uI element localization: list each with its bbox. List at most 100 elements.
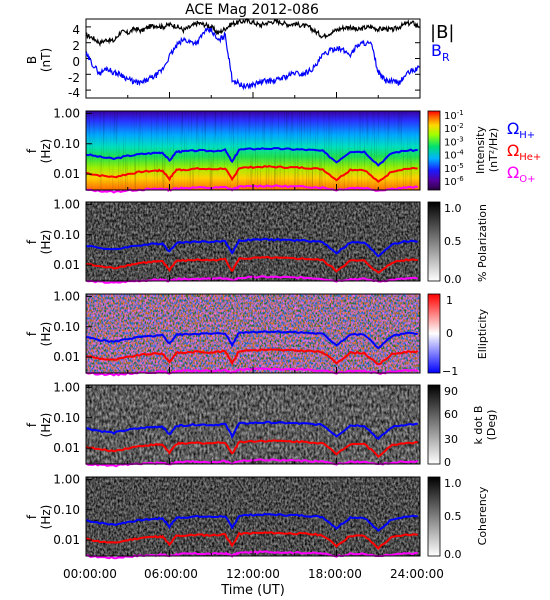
ellipticity-cb-tick-top: 1	[446, 294, 453, 307]
intensity-cb-tick-2: 10-3	[444, 135, 464, 148]
polarization-cb-tick-mid: 0.5	[444, 235, 462, 248]
kdotb-cb-tick-30: 30	[444, 433, 458, 446]
f-tick-label-2-0: 1.00	[53, 197, 80, 211]
kdotb-cb-tick-60: 60	[444, 408, 458, 421]
f-tick-label-1-1: 0.10	[53, 137, 80, 151]
kdotb-cb-tick-0: 0	[444, 456, 451, 469]
f-ylabel-bottom-3: (Hz)	[39, 322, 53, 347]
x-tick-label-1: 06:00:00	[144, 567, 198, 581]
ellipticity-cb-tick-mid: 0	[446, 327, 453, 340]
gyro-line-he-plus	[85, 439, 418, 459]
legend-omega-h-sub: H+	[519, 130, 535, 141]
f-tick-label-5-2: 0.01	[53, 533, 80, 547]
colorbar-kdotb	[427, 384, 441, 465]
intensity-cb-tick-1: 10-2	[444, 122, 464, 135]
coherency-colorbar-label: Coherency	[476, 486, 489, 545]
kdotb-gyro-lines	[85, 420, 419, 468]
f-tick-label-5-1: 0.10	[53, 503, 80, 517]
gyro-line-he-plus	[85, 255, 418, 274]
intensity-colorbar-units: (nT²/Hz)	[487, 128, 500, 172]
f-ylabel-top-5: f	[25, 514, 39, 519]
x-tick-label-4: 24:00:00	[390, 567, 444, 581]
kdotb-cb-tick-90: 90	[444, 385, 458, 398]
gyro-line-he-plus	[85, 531, 418, 550]
x-tick-label-3: 18:00:00	[308, 567, 362, 581]
panel-magnetic-field: B (nT) 4 2 0 -2 -4 |B| BR	[25, 17, 454, 100]
intensity-colorbar-label: Intensity	[474, 126, 487, 174]
gyro-line-o-plus	[85, 458, 419, 468]
intensity-cb-tick-exp-1: -2	[457, 122, 464, 130]
b-ylabel-bottom: (nT)	[39, 48, 53, 72]
intensity-cb-tick-base-4: 10	[444, 164, 457, 175]
b-ylabel-top: B	[25, 56, 39, 64]
b-y-tick-m4: -4	[68, 86, 80, 100]
f-tick-label-4-0: 1.00	[53, 380, 80, 394]
b-y-tick-m2: -2	[68, 71, 80, 85]
legend-b-radial: BR	[431, 41, 450, 64]
f-tick-label-2-2: 0.01	[53, 258, 80, 272]
intensity-cb-tick-4: 10-5	[444, 162, 464, 175]
ellipticity-cb-tick-bottom: −1	[442, 365, 458, 378]
x-tick-label-0: 00:00:00	[63, 567, 117, 581]
legend-b-radial-sub: R	[442, 51, 450, 64]
polarization-cb-tick-bottom: 0.0	[444, 273, 462, 286]
panel-k-dot-b: 90 60 30 0 k dot B (Deg)	[85, 384, 498, 469]
colorbar-intensity-ticks: 10-110-210-310-410-510-6	[444, 109, 464, 188]
intensity-cb-tick-base-1: 10	[444, 124, 457, 135]
legend-omega-he-sub: He+	[519, 152, 541, 163]
panel-intensity: 10-110-210-310-410-510-6 Intensity (nT²/…	[85, 109, 541, 194]
b-y-tick-2: 2	[72, 39, 80, 53]
gyro-line-h-plus	[85, 237, 418, 258]
gyro-line-h-plus	[85, 330, 418, 350]
legend-omega-h: ΩH+	[507, 119, 535, 141]
legend-b-total: |B|	[430, 22, 454, 43]
intensity-cb-tick-base-2: 10	[444, 137, 457, 148]
f-ylabel-top-2: f	[25, 239, 39, 244]
f-ylabel-top-1: f	[25, 148, 39, 153]
intensity-cb-tick-base-3: 10	[444, 151, 457, 162]
legend-omega-o: ΩO+	[507, 163, 535, 185]
f-ylabel-top-3: f	[25, 331, 39, 336]
colorbar-coherency	[427, 476, 441, 557]
b-y-tick-4: 4	[72, 23, 80, 37]
f-ylabel-bottom-2: (Hz)	[39, 230, 53, 255]
intensity-cb-tick-base-5: 10	[444, 177, 457, 188]
kdotb-spectrogram	[86, 385, 420, 464]
gyro-line-he-plus	[85, 165, 418, 184]
gyro-line-h-plus	[86, 420, 418, 441]
panel-coherency: 1.0 0.5 0.0 Coherency	[85, 476, 489, 561]
kdotb-colorbar-units: (Deg)	[485, 410, 498, 441]
b-y-ticks	[86, 26, 420, 91]
colorbar-polarization	[427, 201, 441, 282]
intensity-cb-tick-3: 10-4	[444, 149, 464, 162]
time-axis: 00:00:00 06:00:00 12:00:00 18:00:00 24:0…	[63, 92, 444, 598]
b-y-tick-0: 0	[72, 55, 80, 69]
f-tick-label-1-0: 1.00	[53, 106, 80, 120]
f-tick-label-4-2: 0.01	[53, 441, 80, 455]
intensity-cb-tick-exp-3: -4	[457, 149, 465, 157]
coherency-cb-tick-top: 1.0	[444, 477, 462, 490]
gyro-line-h-plus	[85, 512, 418, 532]
panel-ellipticity: 1 0 −1 Ellipticity	[85, 293, 489, 378]
intensity-cb-tick-exp-4: -5	[457, 162, 464, 170]
polarization-colorbar-label: % Polarization	[476, 204, 489, 282]
f-ylabel-bottom-4: (Hz)	[39, 413, 53, 438]
f-tick-label-3-2: 0.01	[53, 350, 80, 364]
intensity-cb-tick-base-0: 10	[444, 111, 457, 122]
figure-title: ACE Mag 2012-086	[185, 2, 319, 18]
f-tick-label-3-1: 0.10	[53, 320, 80, 334]
colorbar-intensity	[427, 110, 441, 191]
ellipticity-colorbar-label: Ellipticity	[476, 308, 489, 359]
gyro-line-o-plus	[85, 184, 418, 194]
series-line-b-total	[85, 17, 420, 48]
panel-polarization: 1.0 0.5 0.0 % Polarization	[85, 201, 489, 286]
polarization-spectrogram	[86, 202, 420, 281]
f-ylabel-bottom-5: (Hz)	[39, 505, 53, 530]
x-axis-label: Time (UT)	[220, 583, 285, 598]
frequency-axes: f (Hz)1.000.100.01f (Hz)1.000.100.01f (Hz)1…	[25, 106, 92, 547]
f-tick-label-4-1: 0.10	[53, 411, 80, 425]
ellipticity-spectrogram	[86, 294, 420, 373]
colorbar-ellipticity	[427, 293, 441, 374]
intensity-gyro-lines	[85, 147, 418, 194]
